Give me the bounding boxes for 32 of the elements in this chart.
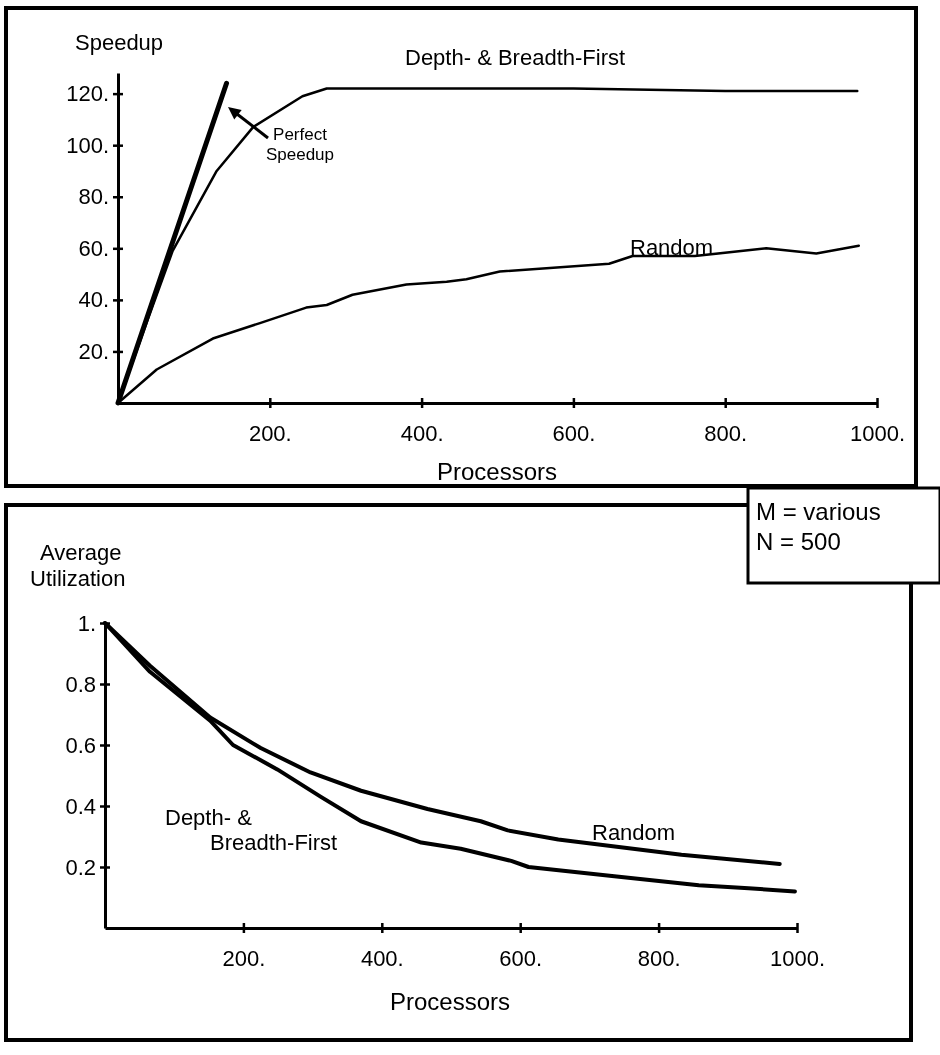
x-tick-label: 1000. — [849, 420, 906, 446]
x-tick-label: 800. — [704, 420, 748, 446]
y-tick-label: 80. — [78, 184, 109, 210]
series-label: Random — [630, 235, 714, 260]
y-tick-label: 40. — [78, 287, 109, 313]
x-tick-label: 600. — [499, 945, 543, 971]
x-tick-label: 400. — [360, 945, 404, 971]
x-tick-label: 600. — [552, 420, 596, 446]
y-axis-title: Speedup — [75, 30, 164, 55]
y-tick-label: 100. — [66, 132, 109, 158]
x-tick-label: 200. — [222, 945, 266, 971]
y-axis-title: Average Utilization — [30, 540, 126, 592]
y-tick-label: 1. — [77, 610, 96, 636]
series-label: Depth- & Breadth-First — [165, 805, 338, 856]
y-tick-label: 0.6 — [65, 732, 96, 758]
x-tick-label: 800. — [637, 945, 681, 971]
y-tick-label: 60. — [78, 235, 109, 261]
y-tick-label: 120. — [66, 81, 109, 107]
text: M = various — [756, 498, 881, 525]
x-tick-label: 400. — [400, 420, 444, 446]
x-tick-label: 200. — [248, 420, 292, 446]
x-axis-title: Processors — [389, 988, 511, 1015]
text: Perfect Speedup — [265, 125, 335, 164]
y-tick-label: 0.8 — [65, 671, 96, 697]
y-tick-label: 20. — [78, 338, 109, 364]
x-axis-title: Processors — [436, 458, 558, 485]
series-label: Random — [592, 820, 676, 845]
series-label: Depth- & Breadth-First — [405, 45, 626, 70]
x-tick-label: 1000. — [769, 945, 826, 971]
y-tick-label: 0.4 — [65, 793, 96, 819]
y-tick-label: 0.2 — [65, 854, 96, 880]
text: N = 500 — [756, 528, 841, 555]
